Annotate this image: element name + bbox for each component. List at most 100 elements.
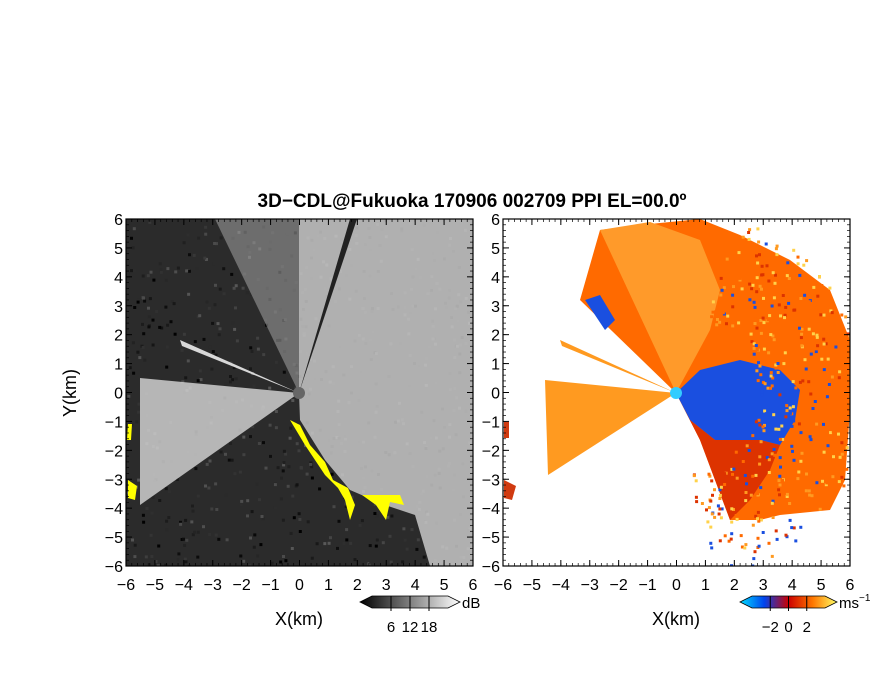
velocity-speckle	[822, 355, 826, 359]
velocity-speckle	[740, 545, 744, 549]
snr-noise-speckle	[291, 494, 295, 498]
snr-noise-speckle	[375, 514, 379, 518]
velocity-speckle	[713, 488, 716, 492]
velocity-speckle	[785, 409, 789, 413]
velocity-speckle	[754, 514, 758, 518]
velocity-speckle	[779, 465, 782, 469]
snr-noise-speckle	[182, 332, 186, 336]
snr-noise-speckle	[286, 484, 290, 488]
snr-noise-speckle	[240, 499, 244, 503]
velocity-speckle	[840, 360, 844, 363]
velocity-speckle	[727, 539, 731, 543]
snr-noise-speckle	[284, 452, 288, 456]
velocity-speckle	[799, 525, 803, 529]
velocity-orange-fringe	[676, 393, 780, 520]
velocity-speckle	[755, 326, 759, 330]
snr-noise-speckle	[270, 561, 274, 565]
snr-noise-speckle	[290, 547, 294, 550]
snr-noise-speckle	[192, 253, 196, 257]
velocity-speckle	[806, 500, 810, 504]
velocity-field	[503, 219, 850, 566]
snr-noise-speckle	[198, 369, 202, 373]
snr-noise-speckle	[205, 300, 209, 304]
velocity-speckle	[826, 357, 830, 361]
snr-noise-speckle	[415, 547, 419, 551]
snr-noise-speckle	[249, 367, 252, 371]
velocity-speckle	[751, 474, 755, 478]
snr-noise-speckle	[251, 425, 255, 429]
snr-noise-speckle	[246, 499, 250, 503]
velocity-speckle	[798, 326, 801, 330]
velocity-speckle	[846, 332, 850, 336]
snr-noise-speckle	[264, 466, 268, 470]
velocity-speckle	[846, 411, 850, 415]
velocity-speckle	[778, 483, 782, 487]
velocity-colorbar-unit: ms−1	[839, 593, 871, 612]
velocity-speckle	[752, 352, 756, 356]
velocity-speckle	[769, 386, 772, 390]
snr-noise-speckle	[207, 486, 211, 490]
velocity-speckle	[792, 419, 796, 423]
velocity-speckle	[730, 564, 733, 566]
velocity-speckle	[751, 283, 755, 287]
velocity-speckle	[803, 358, 807, 362]
x-tick-label: −2	[610, 577, 628, 594]
snr-noise-speckle	[295, 442, 299, 446]
snr-noise-speckle	[224, 493, 228, 497]
velocity-speckle	[788, 411, 792, 415]
velocity-speckle	[710, 479, 714, 483]
snr-noise-speckle	[148, 220, 152, 224]
velocity-edge-echo	[504, 422, 516, 500]
snr-noise-speckle	[137, 298, 141, 302]
velocity-speckle	[843, 334, 847, 338]
y-axis-label: Y(km)	[60, 369, 80, 417]
velocity-speckle	[776, 362, 780, 365]
velocity-speckle	[802, 385, 806, 389]
y-tick-label: −3	[482, 472, 500, 489]
velocity-speckle	[842, 339, 846, 343]
snr-noise-speckle	[160, 326, 164, 330]
velocity-speckle	[759, 331, 763, 335]
velocity-speckle	[774, 529, 778, 533]
snr-noise-speckle	[410, 528, 414, 532]
velocity-speckle	[796, 255, 800, 259]
velocity-speckle	[720, 507, 724, 511]
velocity-speckle	[771, 334, 775, 338]
snr-noise-speckle	[213, 242, 217, 245]
velocity-speckle	[766, 318, 770, 322]
velocity-speckle	[824, 342, 828, 346]
velocity-speckle	[781, 479, 785, 482]
snr-noise-speckle	[291, 399, 295, 402]
velocity-speckle	[766, 386, 770, 390]
velocity-speckle	[708, 474, 712, 478]
snr-noise-speckle	[253, 533, 257, 537]
snr-noise-speckle	[208, 533, 212, 536]
velocity-speckle	[730, 507, 734, 511]
velocity-speckle	[809, 352, 813, 356]
snr-noise-speckle	[242, 453, 246, 457]
velocity-speckle	[762, 347, 766, 351]
velocity-speckle	[777, 479, 781, 483]
snr-noise-speckle	[231, 378, 235, 382]
velocity-speckle	[831, 319, 835, 323]
velocity-speckle	[731, 293, 735, 297]
velocity-speckle	[762, 296, 765, 300]
snr-noise-speckle	[142, 520, 146, 524]
velocity-speckle	[768, 314, 772, 318]
y-tick-label: 3	[114, 299, 123, 316]
snr-noise-speckle	[273, 483, 277, 487]
velocity-speckle	[761, 316, 765, 320]
snr-noise-speckle	[196, 494, 200, 498]
velocity-speckle	[791, 380, 795, 384]
snr-noise-speckle	[274, 360, 278, 364]
snr-noise-speckle	[156, 564, 160, 566]
velocity-speckle	[750, 287, 754, 291]
velocity-speckle	[806, 421, 810, 425]
velocity-speckle	[837, 432, 840, 436]
velocity-speckle	[718, 488, 722, 492]
snr-noise-speckle	[315, 542, 319, 546]
velocity-speckle	[840, 452, 844, 456]
velocity-speckle	[756, 536, 760, 540]
velocity-speckle	[709, 525, 713, 529]
snr-noise-speckle	[176, 558, 180, 562]
